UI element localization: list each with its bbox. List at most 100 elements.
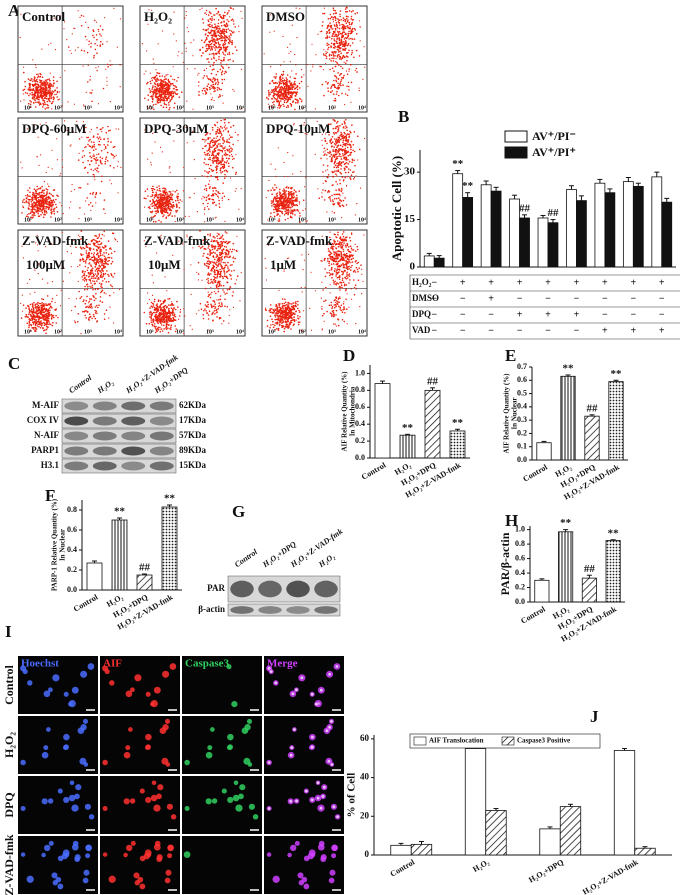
cell-event <box>324 54 327 56</box>
cell-event <box>294 84 297 86</box>
cell-event <box>170 75 172 77</box>
cell-event <box>340 38 343 41</box>
cell-event <box>182 190 185 192</box>
cell-event <box>207 24 210 26</box>
cell-event <box>24 316 27 318</box>
cell-event <box>349 154 351 156</box>
cell-event <box>81 257 84 260</box>
cell-event <box>48 96 51 98</box>
cell-event <box>157 43 159 45</box>
cell-event <box>278 81 281 83</box>
cell-event <box>270 105 273 107</box>
cell-event <box>42 216 45 219</box>
cell-event <box>331 211 333 213</box>
flow-tick-label: 10¹ <box>146 105 154 111</box>
cell-event <box>215 133 217 135</box>
cell-event <box>110 284 112 286</box>
cell-event <box>287 104 289 107</box>
cell-event <box>206 38 208 40</box>
cell-event <box>323 94 325 97</box>
flow-tick-label: 10² <box>298 217 306 223</box>
cell-event <box>99 33 101 35</box>
cell-event <box>294 54 296 56</box>
cell-event <box>204 175 206 177</box>
cell-event <box>74 27 76 30</box>
cell-event <box>90 286 92 288</box>
cell-event <box>39 72 41 75</box>
cell-event <box>224 220 226 222</box>
cell-event <box>24 91 27 94</box>
cell-event <box>82 274 85 277</box>
cell-event <box>211 129 214 131</box>
cell-event <box>179 199 181 201</box>
cell-event <box>207 198 210 200</box>
cell-event <box>56 93 58 95</box>
cell-event <box>217 192 220 194</box>
cell-event <box>226 25 228 28</box>
cell-event <box>162 215 164 218</box>
cell-event <box>192 108 194 110</box>
cell-event <box>211 126 214 129</box>
cell-event <box>64 21 66 23</box>
cell-event <box>93 36 95 39</box>
cell-event <box>269 93 272 95</box>
cell-event <box>272 95 275 97</box>
cell-event <box>226 160 229 162</box>
cell-event <box>181 200 183 202</box>
cell-event <box>158 199 160 201</box>
cell-event <box>41 48 43 50</box>
cell-event <box>46 295 49 297</box>
cell-event <box>181 52 183 54</box>
cell-event <box>288 52 290 54</box>
cell-event <box>203 162 205 164</box>
cell-event <box>81 156 84 158</box>
cell-event <box>173 11 175 13</box>
cell-event <box>209 43 212 46</box>
cell-event <box>32 88 35 90</box>
cell-event <box>222 159 224 162</box>
cell-event <box>221 60 223 62</box>
cell-event <box>281 211 283 214</box>
cell-event <box>295 7 297 9</box>
cell-event <box>42 327 44 329</box>
cell-event <box>199 48 201 51</box>
cell-event <box>281 74 284 77</box>
cell-event <box>296 86 299 88</box>
cell-event <box>99 144 101 146</box>
cell-event <box>351 159 353 161</box>
cell-event <box>20 100 22 102</box>
cell-event <box>107 240 110 242</box>
cell-event <box>230 126 232 128</box>
cell-event <box>157 97 160 99</box>
cell-event <box>214 143 216 146</box>
cell-event <box>211 146 213 149</box>
cell-event <box>155 94 157 96</box>
cell-event <box>83 280 86 282</box>
cell-event <box>346 126 348 128</box>
cell-event <box>341 23 344 26</box>
cell-event <box>211 15 213 18</box>
cell-event <box>213 201 216 204</box>
cell-event <box>93 283 96 285</box>
cell-event <box>344 144 347 146</box>
cell-event <box>342 19 345 22</box>
cell-event <box>343 120 346 123</box>
cell-event <box>292 86 294 88</box>
cell-event <box>101 175 103 178</box>
cell-event <box>39 187 42 189</box>
cell-event <box>167 101 170 104</box>
cell-event <box>41 189 44 192</box>
cell-event <box>152 95 154 97</box>
cell-event <box>157 102 160 104</box>
cell-event <box>90 156 93 159</box>
cell-event <box>329 200 332 202</box>
cell-event <box>210 25 212 28</box>
cell-event <box>161 196 164 199</box>
cell-event <box>340 165 343 167</box>
cell-event <box>320 157 322 160</box>
cell-event <box>26 322 29 325</box>
cell-event <box>341 137 344 139</box>
cell-event <box>154 204 157 207</box>
cell-event <box>90 141 93 143</box>
